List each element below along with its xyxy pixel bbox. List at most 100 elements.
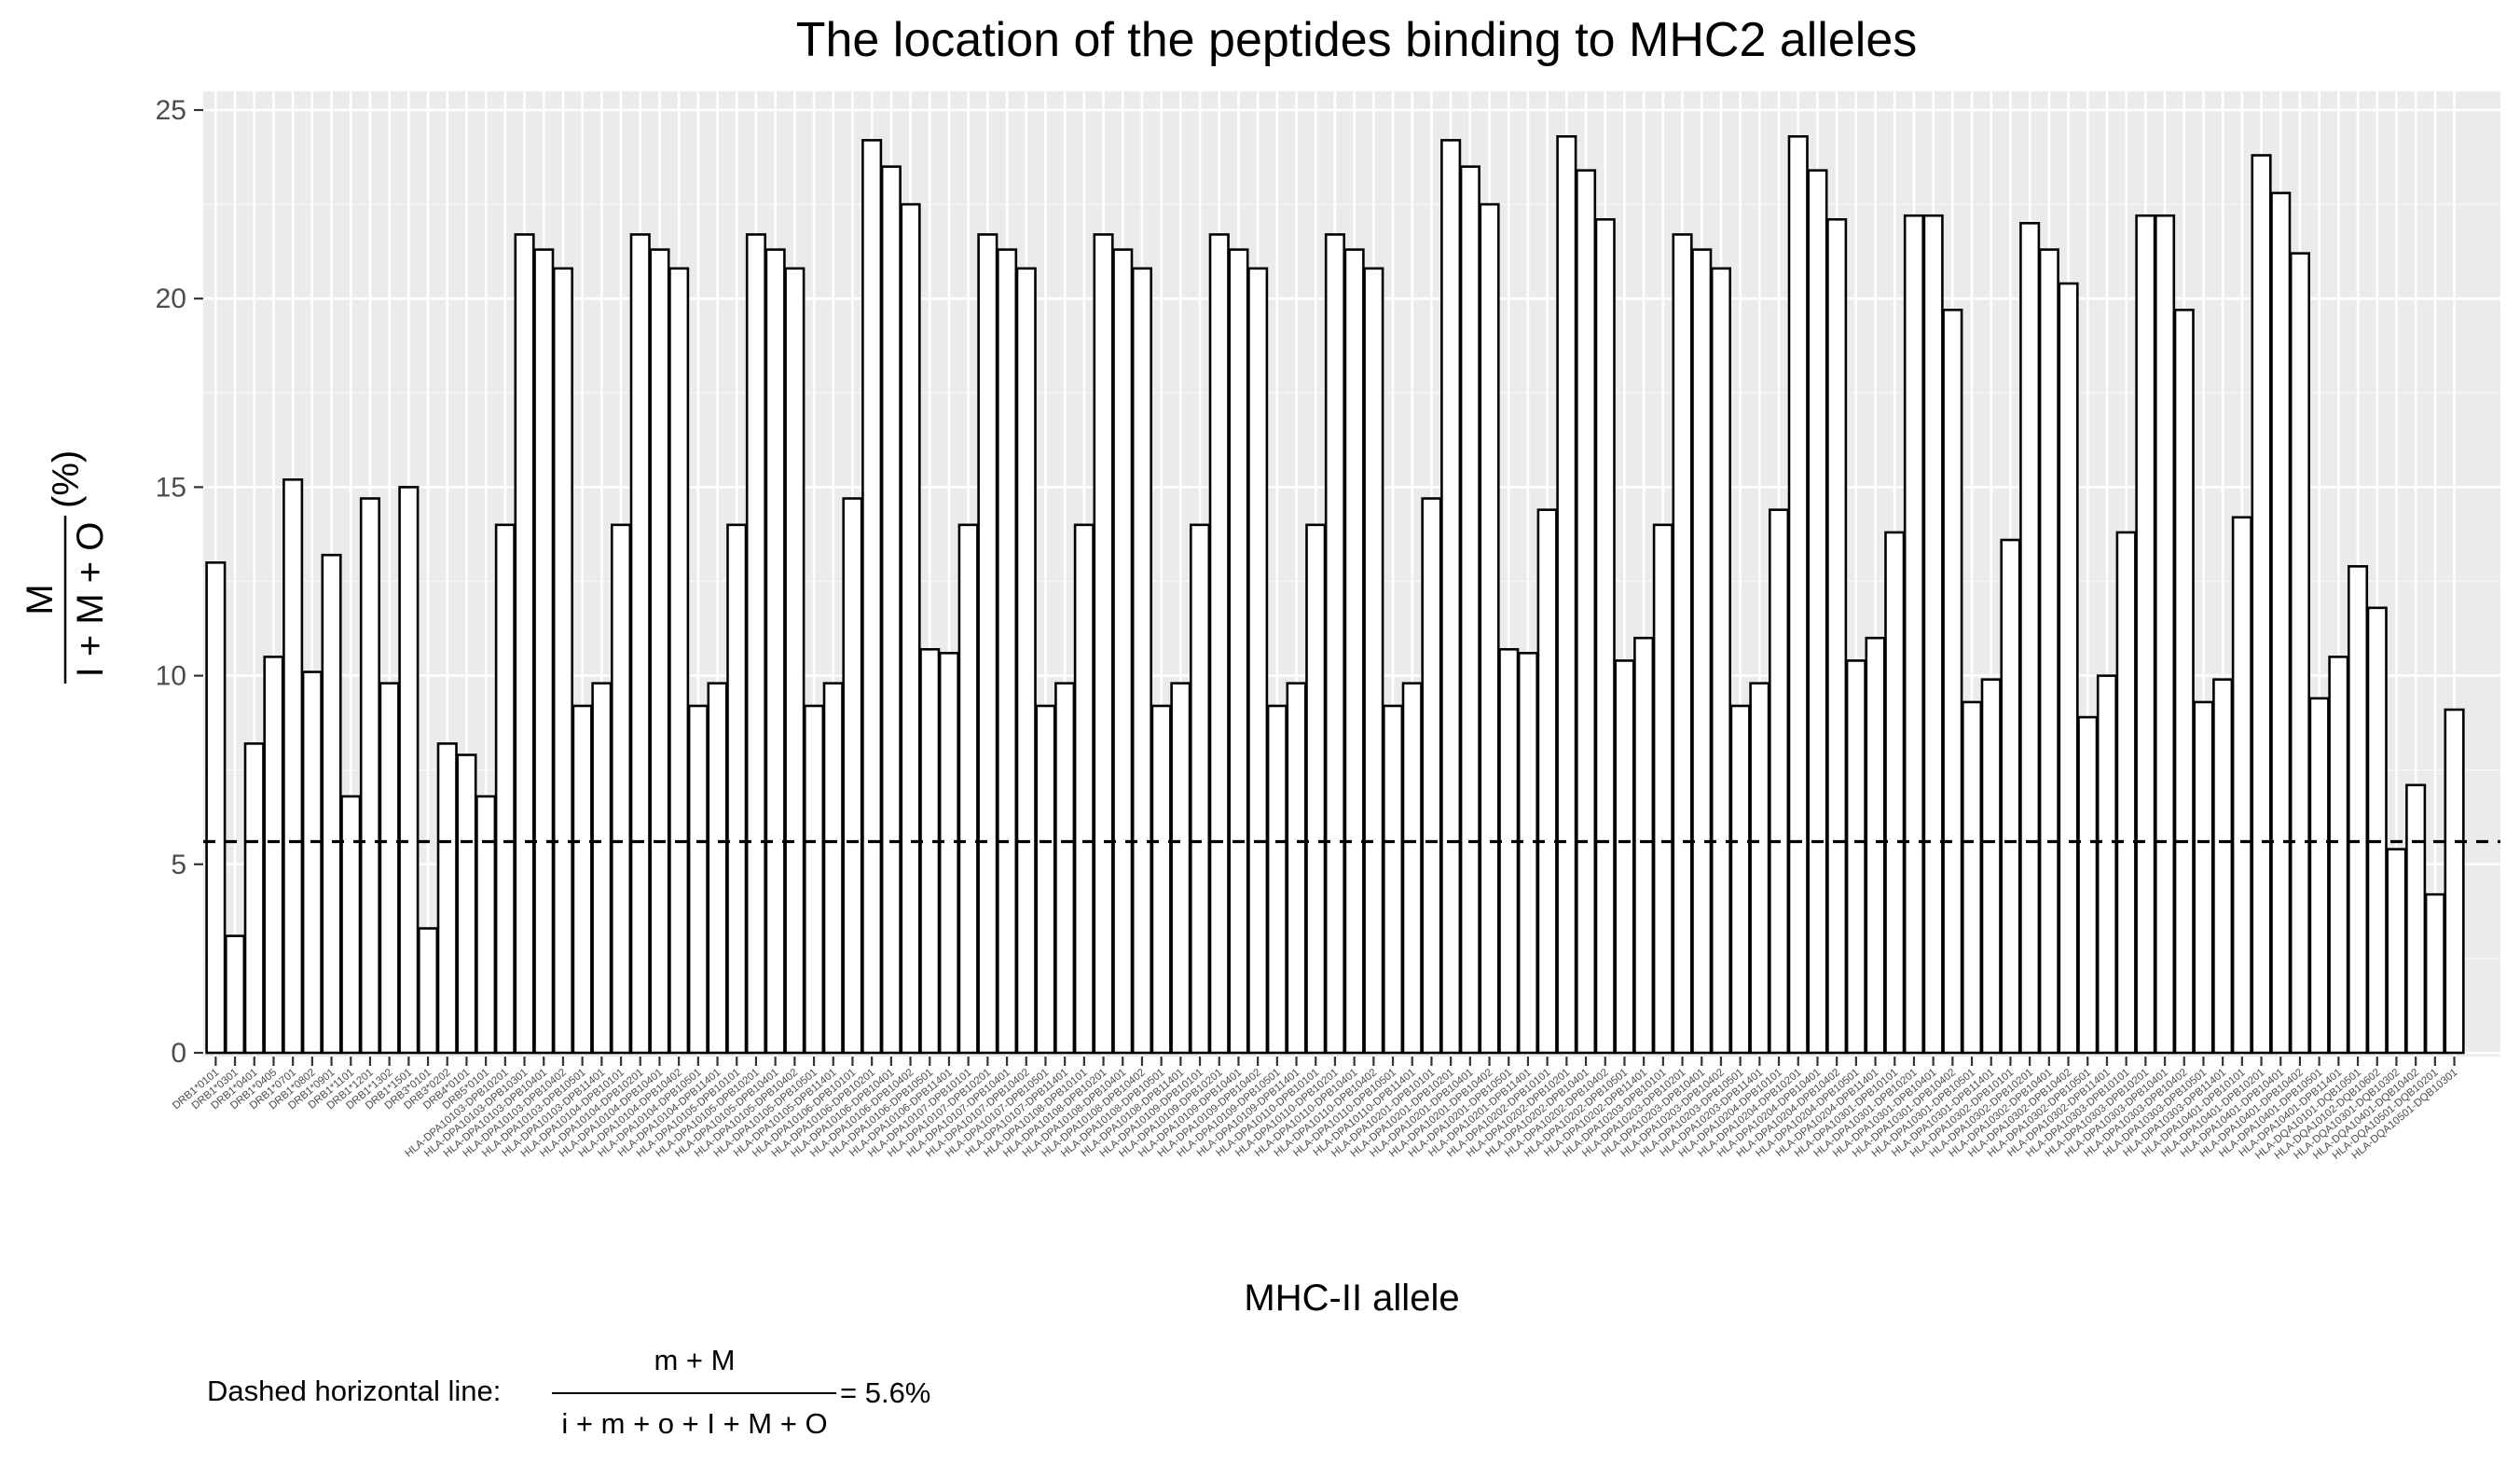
bar (842, 497, 863, 1055)
bar (1131, 267, 1152, 1055)
y-tick-label: 5 (171, 850, 186, 880)
bar (321, 553, 342, 1055)
bar (803, 704, 825, 1055)
bar (1073, 523, 1095, 1055)
bar (2328, 656, 2349, 1055)
y-tick-label: 20 (156, 283, 186, 314)
bar (919, 647, 941, 1055)
bar (2308, 697, 2330, 1055)
x-axis-title: MHC-II allele (1244, 1278, 1459, 1319)
bar (1691, 248, 1713, 1055)
bar (1614, 659, 1635, 1055)
bar (475, 795, 497, 1055)
bar (1266, 704, 1288, 1055)
y-axis-title: M I + M + O (%) (20, 450, 111, 684)
bar (1980, 678, 2002, 1055)
bar (398, 486, 420, 1055)
bar (1479, 202, 1500, 1055)
chart-title: The location of the peptides binding to … (796, 13, 1918, 67)
bar (629, 233, 651, 1055)
bar (2424, 892, 2445, 1055)
y-axis-title-suffix: (%) (46, 450, 87, 508)
bar (1576, 169, 1597, 1055)
bar (591, 682, 613, 1055)
bar (1865, 636, 1886, 1055)
bar (1208, 233, 1230, 1055)
dashed-line-annotation: Dashed horizontal line: m + M i + m + o … (207, 1344, 930, 1440)
bar (1594, 217, 1616, 1055)
bar (1247, 267, 1269, 1055)
bar (2000, 538, 2021, 1055)
bar (1903, 214, 1924, 1055)
bar (571, 704, 593, 1055)
y-axis: 0 5 10 15 20 25 (156, 95, 203, 1069)
bar (301, 670, 323, 1055)
bars (205, 135, 2465, 1055)
bar (552, 267, 574, 1055)
bar (1324, 233, 1345, 1055)
bar (2251, 154, 2272, 1055)
bar (2058, 282, 2079, 1055)
bar (1710, 267, 1731, 1055)
bar (1440, 139, 1462, 1055)
bar (1498, 647, 1520, 1055)
bar (745, 233, 767, 1055)
bar (1054, 682, 1076, 1055)
bar (649, 248, 670, 1055)
bar (514, 233, 535, 1055)
bar (1672, 233, 1693, 1055)
bar (1112, 248, 1134, 1055)
bar (340, 795, 362, 1055)
bar (880, 165, 902, 1055)
bar (2096, 674, 2117, 1055)
bar (2405, 783, 2427, 1055)
bar (1035, 704, 1056, 1055)
bar (1401, 682, 1423, 1055)
bar (1749, 682, 1770, 1055)
bar (2270, 191, 2292, 1055)
annotation-numerator: m + M (654, 1344, 736, 1376)
bar (1190, 523, 1211, 1055)
annotation-denominator: i + m + o + I + M + O (561, 1407, 827, 1440)
bar (243, 742, 265, 1055)
bar (1942, 309, 1963, 1055)
bar (225, 934, 246, 1055)
y-tick-label: 15 (156, 472, 186, 503)
bar (533, 248, 555, 1055)
bar (379, 682, 400, 1055)
bar (2444, 708, 2465, 1055)
bar (494, 523, 516, 1055)
bar (1459, 165, 1480, 1055)
bar (2386, 848, 2407, 1055)
bar (282, 478, 304, 1055)
y-axis-title-denominator: I + M + O (70, 522, 111, 678)
bar (2155, 214, 2176, 1055)
bar (1286, 682, 1307, 1055)
bar (1015, 267, 1037, 1055)
bar (610, 523, 632, 1055)
y-tick-label: 0 (171, 1038, 186, 1069)
bar (2348, 565, 2369, 1055)
annotation-result: = 5.6% (840, 1376, 930, 1409)
bar (726, 523, 748, 1055)
bar (1343, 248, 1365, 1055)
bar (784, 267, 806, 1055)
bar (1769, 508, 1790, 1055)
bar (687, 704, 709, 1055)
bar (1962, 700, 1983, 1055)
bar (1884, 531, 1906, 1055)
bar (263, 656, 284, 1055)
bar (764, 248, 786, 1055)
bar (977, 233, 998, 1055)
bar (1517, 652, 1538, 1055)
bar (1556, 135, 1577, 1055)
bar (2077, 715, 2099, 1055)
bar (1228, 248, 1249, 1055)
bar (861, 139, 883, 1055)
bar (1826, 217, 1848, 1055)
bar (822, 682, 844, 1055)
bar (1633, 636, 1655, 1055)
bar (668, 267, 690, 1055)
bar (2115, 531, 2137, 1055)
annotation-prefix: Dashed horizontal line: (207, 1375, 501, 1407)
